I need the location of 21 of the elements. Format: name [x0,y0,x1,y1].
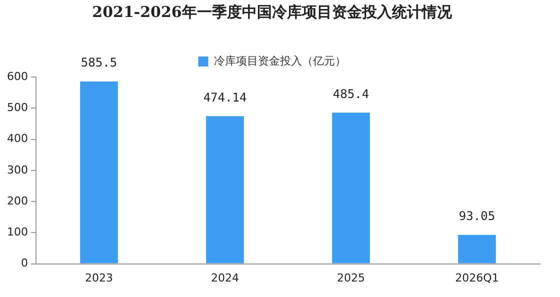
legend-label: 冷库项目资金投入（亿元） [214,54,346,68]
data-label: 93.05 [458,208,496,223]
bar [458,234,496,264]
data-label: 585.5 [80,56,118,70]
y-tick-label: 0 [20,256,28,270]
y-tick-label: 500 [6,100,28,114]
data-label: 485.4 [332,86,370,101]
bar [332,112,370,264]
y-tick-label: 200 [6,194,28,208]
y-tick-label: 400 [6,132,28,146]
y-tick-label: 100 [6,226,28,239]
y-tick-label: 600 [6,70,28,83]
x-tick-label: 2026Q1 [455,271,499,284]
bar [80,82,118,264]
x-tick-label: 2023 [84,271,113,284]
chart-title: 2021-2026年一季度中国冷库项目资金投入统计情况 [92,2,453,21]
y-tick-label: 300 [6,163,28,176]
data-label: 474.14 [203,90,247,104]
bar [206,116,244,264]
x-tick-label: 2025 [337,271,365,284]
x-tick-label: 2024 [210,271,239,284]
